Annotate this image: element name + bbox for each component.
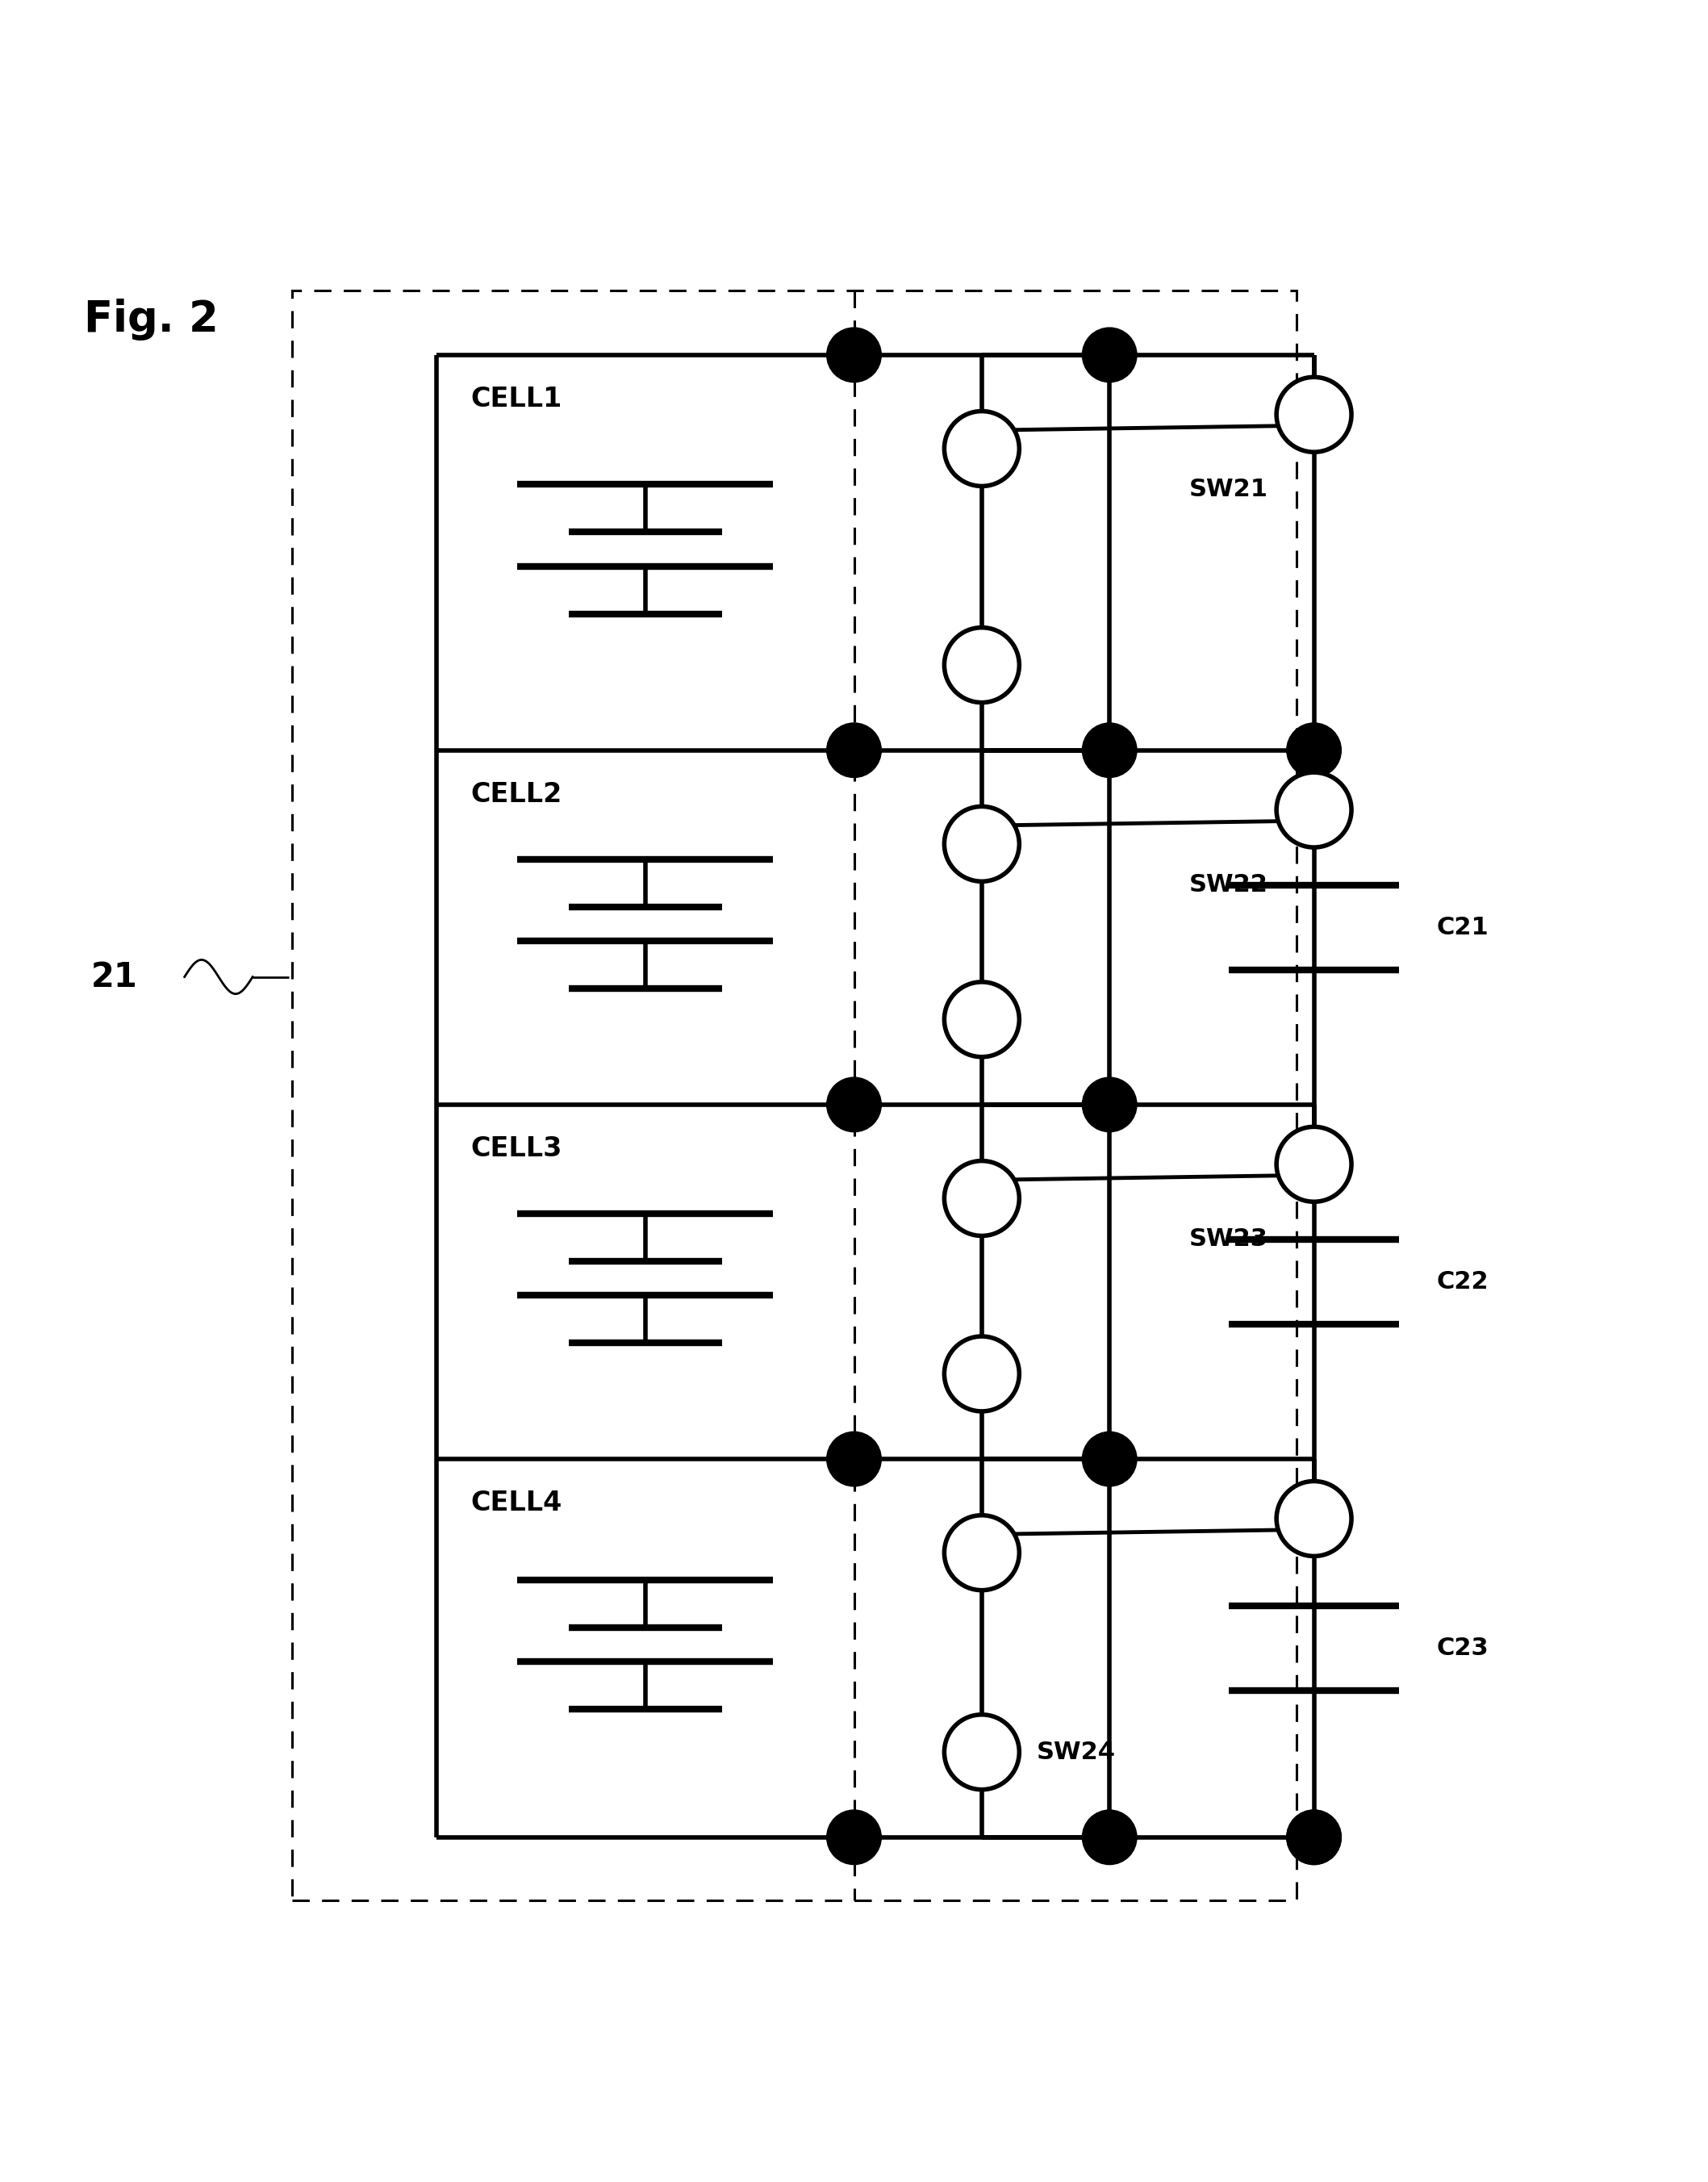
Circle shape [1083,327,1138,382]
Circle shape [945,982,1020,1056]
Circle shape [1276,1482,1351,1556]
Circle shape [945,628,1020,703]
Text: CELL3: CELL3 [471,1135,562,1163]
Text: CELL4: CELL4 [471,1490,562,1516]
Circle shape [1083,1431,1138,1486]
Circle shape [1083,1078,1138,1132]
Circle shape [1286,722,1341,777]
Text: C23: C23 [1436,1636,1489,1661]
Circle shape [1276,1126,1351,1202]
Circle shape [827,722,881,777]
Circle shape [1276,377,1351,452]
Text: SW23: SW23 [1189,1226,1267,1250]
Circle shape [945,1514,1020,1591]
Circle shape [827,327,881,382]
Text: SW21: SW21 [1189,478,1267,502]
Circle shape [945,1715,1020,1789]
Text: CELL2: CELL2 [471,781,562,807]
Text: C21: C21 [1436,916,1489,938]
Circle shape [1286,1811,1341,1866]
Circle shape [945,1335,1020,1412]
Circle shape [945,807,1020,882]
Circle shape [827,1811,881,1866]
Text: 21: 21 [91,960,138,993]
Circle shape [945,1161,1020,1235]
Text: SW24: SW24 [1037,1741,1115,1763]
Text: C22: C22 [1436,1270,1489,1294]
Circle shape [827,1078,881,1132]
Circle shape [1276,772,1351,847]
Circle shape [827,1431,881,1486]
Circle shape [1083,722,1138,777]
Text: SW22: SW22 [1189,873,1267,897]
Circle shape [1083,1811,1138,1866]
Circle shape [945,410,1020,487]
Circle shape [1286,1811,1341,1866]
Text: CELL1: CELL1 [471,386,562,412]
Text: Fig. 2: Fig. 2 [84,299,219,340]
